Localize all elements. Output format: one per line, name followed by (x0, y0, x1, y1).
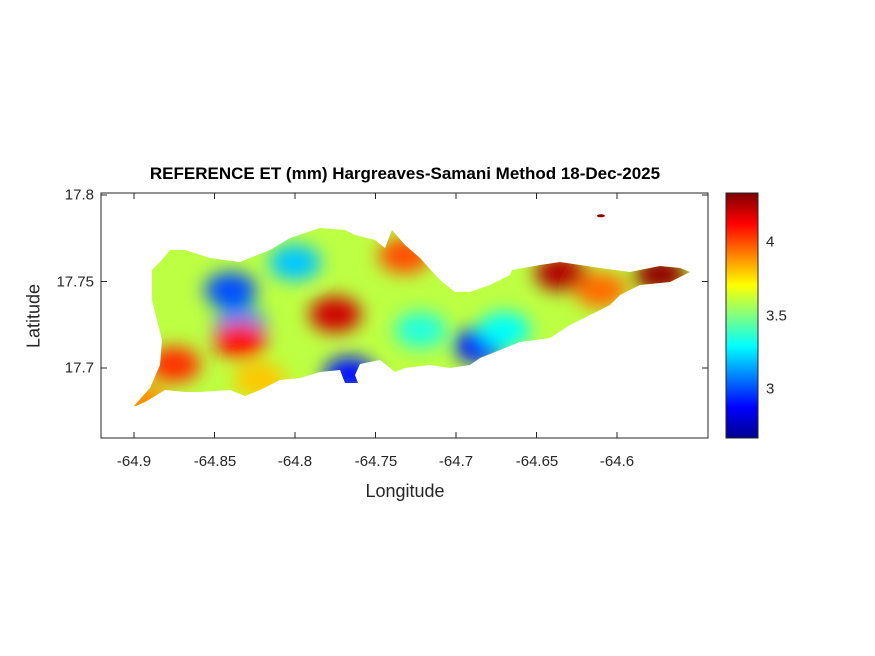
x-tick-label: -64.8 (277, 453, 313, 470)
et-hotspot (309, 296, 362, 333)
islet-mark (596, 214, 605, 218)
et-hotspot (269, 244, 321, 281)
x-tick-label: -64.6 (599, 453, 635, 470)
et-hotspot (574, 272, 627, 309)
axis-ticks (101, 193, 758, 438)
x-tick-label: -64.85 (193, 453, 237, 470)
x-axis-label: Longitude (365, 481, 445, 501)
et-hotspot (394, 311, 447, 348)
y-tick-label: 17.7 (64, 359, 94, 377)
x-tick-label: -64.7 (438, 453, 474, 470)
x-tick-label: -64.75 (354, 453, 398, 470)
y-tick-label: 17.8 (64, 186, 94, 204)
x-tick-label: -64.65 (515, 453, 559, 470)
et-hotspot (478, 311, 531, 348)
chart-title: REFERENCE ET (mm) Hargreaves-Samani Meth… (149, 164, 661, 183)
et-hotspot (214, 322, 267, 359)
et-hotspot (148, 346, 201, 383)
colorbar-tick-label: 4 (766, 233, 775, 251)
x-tick-label: -64.9 (116, 453, 152, 470)
et-hotspot (134, 382, 167, 406)
y-tick-label: 17.75 (56, 273, 94, 291)
colorbar-tick-label: 3 (766, 380, 775, 398)
y-axis-label: Latitude (23, 283, 44, 349)
et-hotspot (204, 272, 257, 309)
colorbar (725, 192, 759, 439)
colorbar-tick-label: 3.5 (766, 307, 787, 325)
